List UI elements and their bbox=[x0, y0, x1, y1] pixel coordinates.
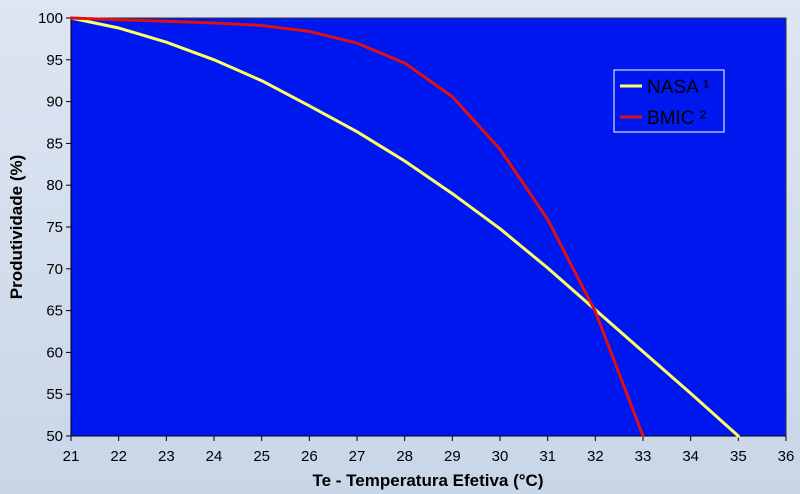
x-tick-label: 28 bbox=[396, 448, 413, 465]
x-tick-label: 29 bbox=[444, 448, 461, 465]
series-line-nasa bbox=[69, 16, 740, 438]
x-tick-label: 23 bbox=[158, 448, 175, 465]
x-tick-label: 24 bbox=[206, 448, 223, 465]
x-tick-label: 25 bbox=[253, 448, 270, 465]
x-tick-label: 32 bbox=[587, 448, 604, 465]
x-tick-label: 27 bbox=[349, 448, 366, 465]
y-axis-ticks: 50 55 60 65 70 75 80 85 90 95 100 bbox=[38, 10, 71, 445]
y-tick-label: 80 bbox=[46, 177, 63, 194]
x-tick-label: 26 bbox=[301, 448, 318, 465]
y-tick-label: 60 bbox=[46, 344, 63, 361]
series-line-bmic bbox=[69, 16, 645, 438]
x-axis-title: Te - Temperatura Efetiva (°C) bbox=[313, 471, 544, 490]
legend-label-bmic: BMIC ² bbox=[647, 108, 706, 129]
y-tick-label: 85 bbox=[46, 135, 63, 152]
x-tick-label: 36 bbox=[778, 448, 795, 465]
x-tick-label: 33 bbox=[635, 448, 652, 465]
y-axis-title: Produtividade (%) bbox=[7, 155, 26, 300]
legend-box bbox=[613, 69, 725, 133]
y-tick-label: 65 bbox=[46, 303, 63, 320]
y-tick-label: 95 bbox=[46, 52, 63, 69]
y-tick-label: 75 bbox=[46, 219, 63, 236]
y-tick-label: 100 bbox=[38, 10, 63, 27]
x-tick-label: 30 bbox=[492, 448, 509, 465]
y-tick-label: 50 bbox=[46, 428, 63, 445]
x-tick-label: 21 bbox=[63, 448, 80, 465]
legend: NASA ¹ BMIC ² bbox=[613, 69, 725, 133]
x-tick-label: 35 bbox=[730, 448, 747, 465]
legend-label-nasa: NASA ¹ bbox=[647, 77, 709, 98]
y-tick-label: 55 bbox=[46, 386, 63, 403]
x-tick-label: 31 bbox=[539, 448, 556, 465]
x-tick-label: 22 bbox=[110, 448, 127, 465]
y-tick-label: 90 bbox=[46, 94, 63, 111]
series-lines bbox=[69, 16, 740, 438]
x-tick-label: 34 bbox=[682, 448, 699, 465]
y-tick-label: 70 bbox=[46, 261, 63, 278]
x-axis-ticks: 21 22 23 24 25 26 27 28 29 30 31 32 33 34 35 36 bbox=[63, 436, 795, 465]
